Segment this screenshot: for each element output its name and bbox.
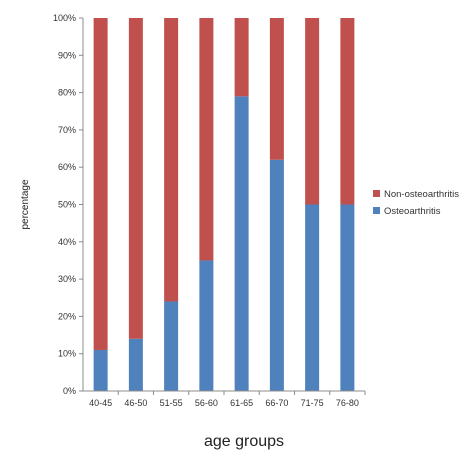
bar-osteoarthritis-40-45 (93, 349, 108, 391)
y-tick-label: 30% (58, 274, 76, 284)
x-tick-label: 51-55 (160, 398, 183, 408)
legend-label-non-osteoarthritis: Non-osteoarthritis (384, 189, 459, 200)
y-tick-label: 0% (63, 386, 76, 396)
y-tick-label: 10% (58, 349, 76, 359)
y-tick-label: 100% (53, 13, 76, 23)
legend-swatch-osteoarthritis (373, 207, 380, 214)
bar-osteoarthritis-76-80 (340, 204, 355, 391)
x-tick-label: 40-45 (89, 398, 112, 408)
x-tick-label: 71-75 (301, 398, 324, 408)
bar-non-osteoarthritis-51-55 (164, 18, 179, 302)
x-tick-label: 56-60 (195, 398, 218, 408)
y-tick-label: 40% (58, 237, 76, 247)
y-tick-label: 90% (58, 50, 76, 60)
bar-non-osteoarthritis-56-60 (199, 18, 214, 261)
x-tick-label: 46-50 (124, 398, 147, 408)
y-axis-label: percentage (20, 179, 31, 229)
legend: Non-osteoarthritis Osteoarthritis (373, 189, 459, 217)
bar-non-osteoarthritis-46-50 (128, 18, 143, 339)
bar-non-osteoarthritis-76-80 (340, 18, 355, 205)
bar-osteoarthritis-56-60 (199, 260, 214, 391)
bar-non-osteoarthritis-66-70 (269, 18, 284, 160)
bar-osteoarthritis-61-65 (234, 96, 249, 391)
legend-swatch-non-osteoarthritis (373, 190, 380, 197)
y-ticks-group: 0% 10% 20% 30% 40% 50% 60% 70% 80% 90% 100% (53, 13, 83, 396)
x-ticks-group: 40-45 46-50 51-55 56-60 61-65 66-70 71-75 76-80 (89, 391, 366, 408)
bar-non-osteoarthritis-71-75 (305, 18, 320, 205)
bar-non-osteoarthritis-40-45 (93, 18, 108, 350)
y-tick-label: 80% (58, 88, 76, 98)
bar-osteoarthritis-51-55 (164, 301, 179, 391)
bars-group (93, 18, 355, 391)
bar-osteoarthritis-46-50 (128, 338, 143, 391)
y-tick-label: 70% (58, 125, 76, 135)
x-tick-label: 66-70 (265, 398, 288, 408)
y-tick-label: 60% (58, 162, 76, 172)
y-tick-label: 20% (58, 311, 76, 321)
y-tick-label: 50% (58, 200, 76, 210)
bar-osteoarthritis-71-75 (305, 204, 320, 391)
x-tick-label: 76-80 (336, 398, 359, 408)
x-tick-label: 61-65 (230, 398, 253, 408)
bar-osteoarthritis-66-70 (269, 159, 284, 391)
legend-label-osteoarthritis: Osteoarthritis (384, 206, 441, 217)
bar-non-osteoarthritis-61-65 (234, 18, 249, 97)
x-axis-label: age groups (204, 433, 284, 450)
